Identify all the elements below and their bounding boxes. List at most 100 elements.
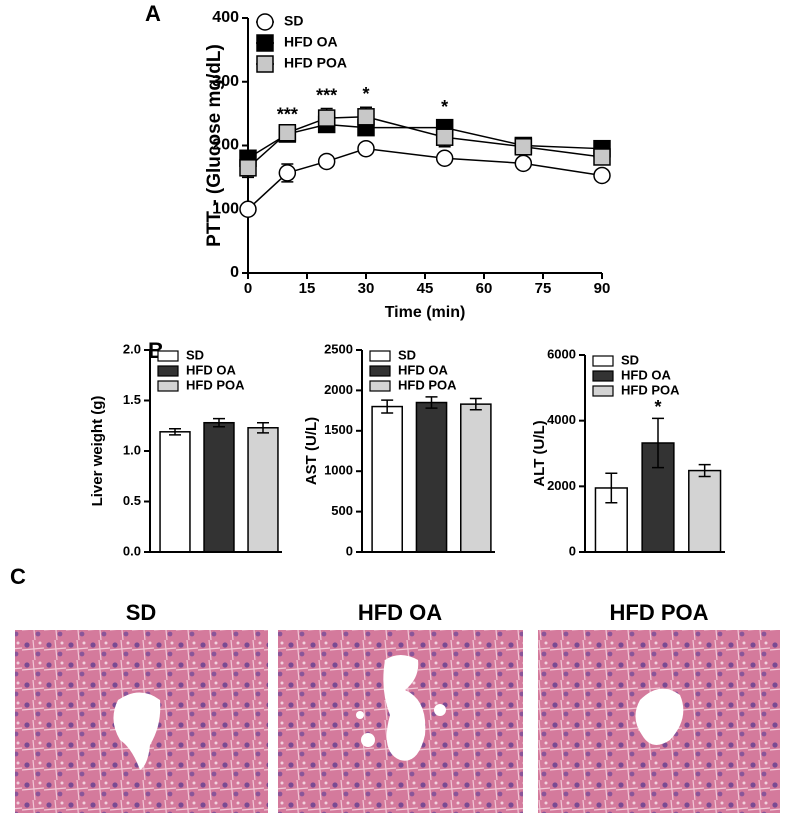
annotation: * — [441, 97, 448, 117]
y-tick-label: 0.0 — [123, 543, 141, 558]
legend-label: HFD POA — [284, 55, 347, 71]
legend-swatch — [157, 365, 179, 377]
y-tick-label: 0.5 — [123, 493, 141, 508]
marker — [435, 149, 454, 167]
y-axis-label: Liver weight (g) — [89, 396, 106, 507]
line — [247, 116, 603, 169]
legend-label: HFD OA — [284, 34, 338, 50]
bar — [247, 427, 279, 553]
x-tick-label: 15 — [299, 280, 316, 297]
histology-image — [538, 630, 780, 813]
y-tick-label: 100 — [212, 200, 239, 217]
histology-image — [278, 630, 523, 813]
line — [247, 123, 603, 159]
y-tick-label: 1.0 — [123, 442, 141, 457]
bar — [688, 469, 722, 553]
marker — [239, 200, 257, 218]
legend-label: HFD POA — [621, 382, 680, 397]
marker — [357, 139, 375, 158]
image-title: HFD POA — [610, 600, 709, 625]
y-tick-label: 0 — [230, 264, 239, 281]
marker — [317, 152, 336, 171]
annotation: *** — [316, 85, 337, 105]
legend-swatch — [369, 365, 391, 377]
legend-marker — [256, 13, 274, 31]
y-tick-label: 2500 — [324, 341, 353, 356]
y-tick-label: 200 — [212, 137, 239, 154]
marker — [514, 154, 533, 173]
image-title: HFD OA — [358, 600, 442, 625]
legend-label: SD — [186, 347, 204, 362]
legend-swatch — [592, 370, 614, 382]
x-tick-label: 90 — [594, 280, 611, 297]
legend-swatch — [369, 380, 391, 392]
marker — [435, 128, 454, 146]
marker — [278, 164, 297, 182]
marker — [357, 108, 375, 126]
bar — [159, 431, 191, 553]
y-axis-label: ALT (U/L) — [531, 420, 548, 486]
legend-marker — [256, 34, 274, 52]
annotation: * — [654, 397, 661, 417]
y-tick-label: 1500 — [324, 422, 353, 437]
y-axis-label: PTT - (Glucose mg/dL) — [204, 44, 225, 247]
y-tick-label: 0 — [569, 543, 576, 558]
panel-label: A — [145, 1, 161, 26]
error-bar — [698, 463, 711, 478]
legend-label: SD — [398, 347, 416, 362]
line — [247, 147, 603, 210]
legend-marker — [256, 55, 274, 73]
y-tick-label: 2.0 — [123, 341, 141, 356]
y-tick-label: 1000 — [324, 463, 353, 478]
legend-label: HFD OA — [398, 362, 448, 377]
y-axis-label: AST (U/L) — [303, 417, 320, 485]
histology-image — [15, 630, 268, 813]
y-tick-label: 1.5 — [123, 392, 141, 407]
y-tick-label: 300 — [212, 73, 239, 90]
legend-label: SD — [284, 13, 303, 29]
legend-swatch — [592, 355, 614, 367]
legend-label: HFD POA — [398, 377, 457, 392]
marker — [593, 148, 611, 166]
error-bar — [381, 399, 394, 414]
image-title: SD — [126, 600, 157, 625]
marker — [278, 124, 297, 142]
legend-swatch — [157, 350, 179, 362]
legend-swatch — [369, 350, 391, 362]
bar — [203, 421, 235, 553]
bar — [460, 403, 492, 553]
error-bar — [169, 428, 181, 436]
annotation: * — [362, 84, 369, 104]
marker — [514, 138, 533, 156]
x-tick-label: 60 — [476, 280, 493, 297]
annotation: *** — [277, 104, 298, 124]
legend-swatch — [592, 385, 614, 397]
error-bar — [652, 417, 664, 469]
error-bar — [469, 397, 482, 411]
y-tick-label: 2000 — [324, 382, 353, 397]
x-tick-label: 45 — [417, 280, 434, 297]
y-tick-label: 0 — [346, 543, 353, 558]
error-bar — [605, 472, 618, 504]
x-axis-label: Time (min) — [385, 304, 466, 321]
y-tick-label: 500 — [331, 503, 353, 518]
legend-label: HFD OA — [186, 362, 236, 377]
legend-label: HFD OA — [621, 367, 671, 382]
error-bar — [425, 396, 438, 409]
bar — [415, 401, 448, 553]
x-tick-label: 0 — [244, 280, 252, 297]
error-bar — [257, 421, 269, 434]
y-tick-label: 4000 — [547, 412, 576, 427]
y-tick-label: 2000 — [547, 478, 576, 493]
bar — [371, 405, 403, 553]
legend-swatch — [157, 380, 179, 392]
y-tick-label: 400 — [212, 9, 239, 26]
x-tick-label: 30 — [358, 280, 375, 297]
x-tick-label: 75 — [535, 280, 552, 297]
marker — [317, 109, 336, 127]
panel-label: C — [10, 564, 26, 589]
y-tick-label: 6000 — [547, 346, 576, 361]
marker — [239, 159, 257, 177]
legend-label: HFD POA — [186, 377, 245, 392]
